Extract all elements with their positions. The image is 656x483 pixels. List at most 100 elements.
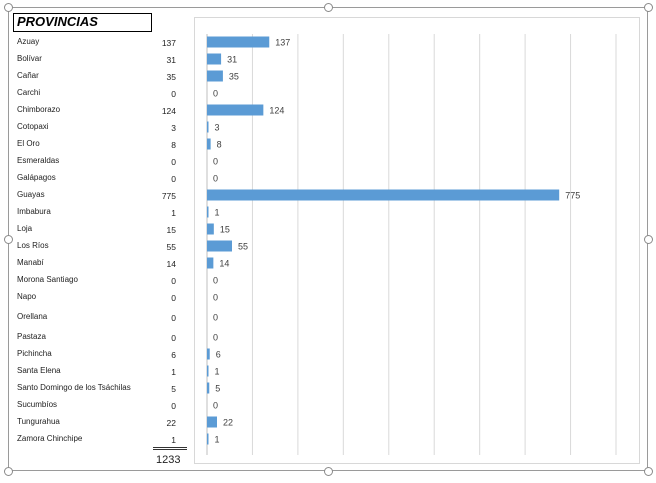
data-label: 0 <box>213 157 218 167</box>
data-label: 0 <box>213 333 218 343</box>
province-value-cell[interactable]: 35 <box>166 72 176 82</box>
resize-handle-s[interactable] <box>323 466 333 476</box>
province-name-cell[interactable]: Pichincha <box>17 349 52 358</box>
province-value-cell[interactable]: 0 <box>171 157 176 167</box>
data-label: 3 <box>215 123 220 133</box>
province-value-cell[interactable]: 15 <box>166 225 176 235</box>
province-name-cell[interactable]: Zamora Chinchipe <box>17 434 83 443</box>
province-value-cell[interactable]: 0 <box>171 89 176 99</box>
bar-azuay <box>207 36 270 48</box>
resize-handle-n[interactable] <box>323 2 333 12</box>
resize-handle-sw[interactable] <box>3 466 13 476</box>
data-label: 0 <box>213 313 218 323</box>
bar-los-r-os <box>207 240 232 252</box>
data-label: 0 <box>213 401 218 411</box>
province-name-cell[interactable]: Azuay <box>17 37 40 46</box>
province-value-cell[interactable]: 6 <box>171 350 176 360</box>
province-value-cell[interactable]: 0 <box>171 276 176 286</box>
province-value-cell[interactable]: 0 <box>171 401 176 411</box>
province-name-cell[interactable]: Imbabura <box>17 207 51 216</box>
province-value-cell[interactable]: 775 <box>161 191 176 201</box>
province-name-cell[interactable]: Santo Domingo de los Tsáchilas <box>17 383 131 392</box>
data-label: 5 <box>215 384 220 394</box>
province-name-cell[interactable]: Pastaza <box>17 332 46 341</box>
resize-handle-nw[interactable] <box>3 2 13 12</box>
bar-ca-ar <box>207 70 223 82</box>
province-value-cell[interactable]: 0 <box>171 174 176 184</box>
province-name-cell[interactable]: Cañar <box>17 71 39 80</box>
resize-handle-ne[interactable] <box>643 2 653 12</box>
province-value-cell[interactable]: 124 <box>161 106 176 116</box>
province-name-cell[interactable]: Bolívar <box>17 54 42 63</box>
data-label: 0 <box>213 174 218 184</box>
province-value-cell[interactable]: 3 <box>171 123 176 133</box>
province-name-cell[interactable]: Loja <box>17 224 33 233</box>
province-name-cell[interactable]: El Oro <box>17 139 40 148</box>
bar-el-oro <box>207 138 211 150</box>
province-value-cell[interactable]: 55 <box>166 242 176 252</box>
data-label: 0 <box>213 276 218 286</box>
data-label: 6 <box>216 350 221 360</box>
bar-pichincha <box>207 348 210 360</box>
province-name-cell[interactable]: Guayas <box>17 190 45 199</box>
province-name-cell[interactable]: Sucumbíos <box>17 400 58 409</box>
province-value-cell[interactable]: 1 <box>171 208 176 218</box>
resize-handle-se[interactable] <box>643 466 653 476</box>
bar-zamora-chinchipe <box>207 433 209 445</box>
data-label: 31 <box>227 55 237 65</box>
data-label: 0 <box>213 293 218 303</box>
data-label: 15 <box>220 225 230 235</box>
province-value-cell[interactable]: 5 <box>171 384 176 394</box>
province-name-cell[interactable]: Carchi <box>17 88 41 97</box>
data-label: 22 <box>223 418 233 428</box>
province-name-cell[interactable]: Morona Santiago <box>17 275 78 284</box>
data-label: 124 <box>269 106 284 116</box>
header-cell-provincias[interactable]: PROVINCIAS <box>13 13 152 32</box>
province-name-cell[interactable]: Los Ríos <box>17 241 49 250</box>
data-label: 35 <box>229 72 239 82</box>
total-underline <box>153 447 187 450</box>
province-value-cell[interactable]: 14 <box>166 259 176 269</box>
bar-santa-elena <box>207 365 209 377</box>
data-label: 137 <box>275 38 290 48</box>
data-label: 14 <box>219 259 229 269</box>
bar-loja <box>207 223 214 235</box>
bar-santo-domingo-de-los-ts-chilas <box>207 382 210 394</box>
province-name-cell[interactable]: Esmeraldas <box>17 156 60 165</box>
resize-handle-w[interactable] <box>3 234 13 244</box>
bar-chart[interactable]: 137 31 35 0 124 3 8 0 0 775 1 15 55 14 0 0 0 0 6 1 5 0 22 1 <box>194 17 640 464</box>
data-label: 8 <box>217 140 222 150</box>
province-name-cell[interactable]: Napo <box>17 292 37 301</box>
province-value-cell[interactable]: 1 <box>171 367 176 377</box>
province-name-cell[interactable]: Chimborazo <box>17 105 61 114</box>
data-label: 55 <box>238 242 248 252</box>
data-label: 0 <box>213 89 218 99</box>
bar-imbabura <box>207 206 209 218</box>
province-value-cell[interactable]: 137 <box>161 38 176 48</box>
bar-tungurahua <box>207 416 217 428</box>
data-label: 775 <box>565 191 580 201</box>
bar-chimborazo <box>207 104 264 116</box>
province-value-cell[interactable]: 0 <box>171 293 176 303</box>
province-value-cell[interactable]: 0 <box>171 333 176 343</box>
bar-cotopaxi <box>207 121 209 133</box>
province-name-cell[interactable]: Santa Elena <box>17 366 61 375</box>
province-name-cell[interactable]: Galápagos <box>17 173 56 182</box>
province-value-cell[interactable]: 31 <box>166 55 176 65</box>
data-label: 1 <box>215 208 220 218</box>
province-value-cell[interactable]: 8 <box>171 140 176 150</box>
total-cell[interactable]: 1233 <box>156 454 181 466</box>
province-name-cell[interactable]: Manabí <box>17 258 44 267</box>
province-name-cell[interactable]: Tungurahua <box>17 417 60 426</box>
data-label: 1 <box>215 435 220 445</box>
province-value-cell[interactable]: 1 <box>171 435 176 445</box>
bar-manab- <box>207 257 214 269</box>
bar-guayas <box>207 189 560 201</box>
data-label: 1 <box>215 367 220 377</box>
resize-handle-e[interactable] <box>643 234 653 244</box>
province-value-cell[interactable]: 22 <box>166 418 176 428</box>
province-name-cell[interactable]: Orellana <box>17 312 48 321</box>
province-name-cell[interactable]: Cotopaxi <box>17 122 49 131</box>
province-value-cell[interactable]: 0 <box>171 313 176 323</box>
